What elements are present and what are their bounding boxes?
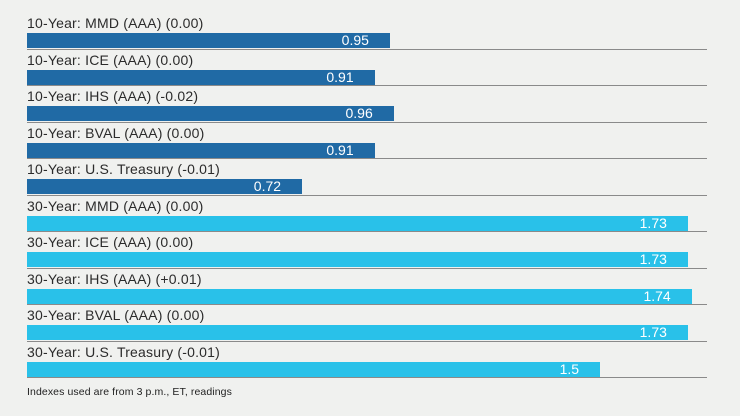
chart-row: 10-Year: MMD (AAA) (0.00) 0.95 xyxy=(27,13,707,50)
bar-label: 10-Year: MMD (AAA) (0.00) xyxy=(27,15,204,31)
chart-row: 30-Year: BVAL (AAA) (0.00) 1.73 xyxy=(27,305,707,342)
bar-value-label: 1.5 xyxy=(559,360,580,377)
bar-10-year: 0.96 xyxy=(27,106,394,121)
bar-30-year: 1.74 xyxy=(27,287,692,304)
bar-10-year: 0.72 xyxy=(27,178,303,194)
bar-10-year: 0.95 xyxy=(27,33,390,48)
bar-label: 30-Year: U.S. Treasury (-0.01) xyxy=(27,343,221,360)
bar-label: 30-Year: BVAL (AAA) (0.00) xyxy=(27,307,205,323)
bar-10-year: 0.91 xyxy=(27,68,375,85)
bar-label: 10-Year: ICE (AAA) (0.00) xyxy=(27,51,194,68)
chart-footnote: Indexes used are from 3 p.m., ET, readin… xyxy=(27,386,232,398)
bar-label: 30-Year: MMD (AAA) (0.00) xyxy=(27,197,204,214)
bar-label: 30-Year: ICE (AAA) (0.00) xyxy=(27,234,194,250)
chart-row: 10-Year: U.S. Treasury (-0.01) 0.72 xyxy=(27,159,707,196)
bar-value-label: 1.73 xyxy=(639,251,667,267)
bar-label: 10-Year: U.S. Treasury (-0.01) xyxy=(27,161,221,177)
chart-row: 30-Year: U.S. Treasury (-0.01) 1.5 xyxy=(27,342,707,378)
bar-30-year: 1.73 xyxy=(27,325,688,340)
bar-label: 30-Year: IHS (AAA) (+0.01) xyxy=(27,270,202,287)
chart-row: 10-Year: BVAL (AAA) (0.00) 0.91 xyxy=(27,123,707,159)
chart-row: 10-Year: IHS (AAA) (-0.02) 0.96 xyxy=(27,86,707,123)
chart-row: 10-Year: ICE (AAA) (0.00) 0.91 xyxy=(27,50,707,86)
bar-value-label: 1.74 xyxy=(643,287,671,304)
bar-label: 10-Year: IHS (AAA) (-0.02) xyxy=(27,88,199,104)
bar-30-year: 1.73 xyxy=(27,214,688,231)
bar-value-label: 0.91 xyxy=(326,141,354,158)
bar-value-label: 0.95 xyxy=(341,32,369,48)
bar-value-label: 0.91 xyxy=(326,68,354,85)
bar-value-label: 1.73 xyxy=(639,214,667,231)
chart-row: 30-Year: MMD (AAA) (0.00) 1.73 xyxy=(27,196,707,232)
bar-30-year: 1.5 xyxy=(27,360,601,377)
bar-label: 10-Year: BVAL (AAA) (0.00) xyxy=(27,124,205,141)
bar-30-year: 1.73 xyxy=(27,252,688,267)
chart-row: 30-Year: ICE (AAA) (0.00) 1.73 xyxy=(27,232,707,269)
bar-value-label: 1.73 xyxy=(639,324,667,340)
bar-chart: 10-Year: MMD (AAA) (0.00) 0.95 10-Year: IC… xyxy=(27,13,707,378)
bar-value-label: 0.72 xyxy=(253,178,282,194)
bar-10-year: 0.91 xyxy=(27,141,375,158)
bar-value-label: 0.96 xyxy=(345,105,373,121)
chart-row: 30-Year: IHS (AAA) (+0.01) 1.74 xyxy=(27,269,707,305)
